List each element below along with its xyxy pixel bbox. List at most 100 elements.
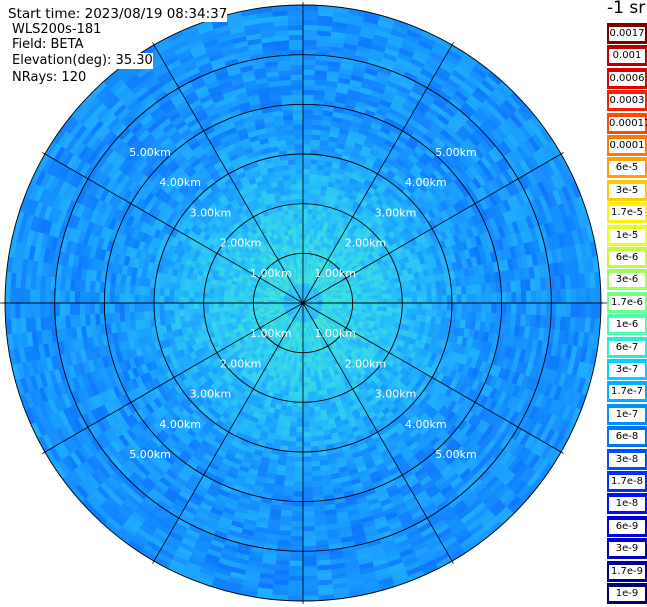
ppi-cell — [416, 308, 423, 316]
ppi-cell — [296, 416, 304, 423]
ppi-cell — [431, 288, 438, 297]
ppi-cell — [486, 302, 492, 314]
ppi-cell — [376, 306, 383, 312]
ppi-cell — [128, 293, 135, 304]
ppi-cell — [119, 283, 126, 294]
ppi-cell — [405, 285, 412, 293]
ppi-cell — [501, 302, 507, 314]
ppi-cell — [223, 306, 230, 312]
ppi-cell — [178, 296, 185, 304]
ppi-cell — [309, 168, 318, 175]
ppi-cell — [289, 173, 297, 180]
ppi-cell — [362, 296, 368, 301]
ppi-cell — [312, 391, 318, 398]
ppi-cell — [305, 362, 310, 368]
ppi-cell — [471, 293, 478, 304]
ppi-cell — [302, 506, 315, 512]
ppi-cell — [302, 94, 315, 100]
ppi-cell — [288, 436, 297, 443]
ppi-cell — [295, 168, 304, 175]
ppi-cell — [506, 291, 512, 304]
ppi-cell — [411, 302, 418, 310]
ppi-cell — [284, 475, 295, 482]
ppi-cell — [381, 289, 388, 295]
ppi-cell — [173, 296, 180, 304]
ppi-cell — [451, 294, 458, 304]
ppi-cell — [291, 506, 304, 512]
ppi-cell — [223, 294, 230, 300]
ppi-cell — [243, 305, 249, 310]
ppi-cell — [298, 223, 304, 229]
ppi-cell — [294, 456, 304, 463]
ppi-cell — [416, 296, 423, 304]
ppi-cell — [302, 163, 311, 170]
ppi-cell — [178, 302, 185, 310]
ppi-cell — [471, 302, 478, 313]
ppi-cell — [291, 228, 296, 235]
ppi-cell — [302, 461, 312, 468]
ppi-cell — [352, 302, 358, 307]
ppi-cell — [123, 293, 130, 304]
ppi-cell — [475, 284, 482, 295]
ppi-cell — [311, 386, 318, 393]
ppi-cell — [302, 426, 310, 433]
ppi-cell — [481, 302, 487, 313]
ppi-cell — [293, 381, 300, 388]
ppi-cell — [218, 311, 225, 317]
ppi-cell — [292, 208, 299, 215]
ppi-cell — [296, 238, 301, 244]
ppi-cell — [456, 302, 463, 312]
ppi-cell — [401, 297, 408, 304]
ppi-cell — [228, 298, 234, 304]
ppi-cell — [183, 308, 190, 316]
ppi-cell — [188, 308, 195, 316]
ppi-cell — [203, 297, 209, 304]
ppi-cell — [302, 119, 313, 125]
ppi-cell — [311, 460, 321, 467]
ppi-cell — [485, 283, 492, 294]
ppi-cell — [302, 501, 314, 507]
ppi-cell — [460, 285, 467, 295]
ppi-cell — [293, 481, 304, 487]
ppi-cell — [441, 302, 448, 311]
ppi-cell — [218, 293, 225, 300]
ppi-cell — [295, 441, 304, 448]
ppi-cell — [293, 119, 304, 125]
ppi-cell — [283, 114, 294, 121]
ppi-cell — [296, 421, 304, 428]
ppi-cell — [377, 302, 383, 308]
ppi-cell — [302, 352, 307, 358]
ppi-cell — [153, 294, 160, 304]
ppi-cell — [178, 309, 185, 317]
ppi-cell — [299, 357, 304, 363]
ppi-cell — [312, 114, 323, 121]
ppi-cell — [143, 302, 150, 312]
ppi-cell — [476, 302, 483, 313]
ppi-cell — [292, 396, 299, 403]
ppi-cell — [114, 312, 121, 323]
ppi-cell — [436, 302, 443, 311]
ppi-cell — [441, 295, 448, 304]
ppi-cell — [436, 295, 443, 304]
ppi-cell — [188, 296, 195, 304]
ppi-cell — [144, 286, 151, 296]
ppi-cell — [436, 288, 443, 297]
ppi-cell — [293, 123, 304, 130]
ppi-cell — [243, 302, 249, 307]
ppi-cell — [302, 357, 307, 363]
ppi-cell — [292, 486, 304, 492]
ppi-cell — [178, 289, 185, 297]
ppi-cell — [168, 288, 175, 297]
ppi-cell — [299, 352, 304, 358]
ppi-cell — [129, 284, 136, 295]
ppi-cell — [302, 421, 310, 428]
ppi-cell — [302, 446, 312, 453]
ppi-cell — [302, 104, 314, 110]
ppi-cell — [297, 397, 304, 403]
ppi-cell — [312, 480, 323, 487]
ppi-cell — [302, 128, 313, 135]
ppi-cell — [139, 285, 146, 295]
ppi-cell — [302, 416, 310, 423]
ppi-cell — [134, 285, 141, 295]
ppi-cell — [294, 143, 304, 150]
